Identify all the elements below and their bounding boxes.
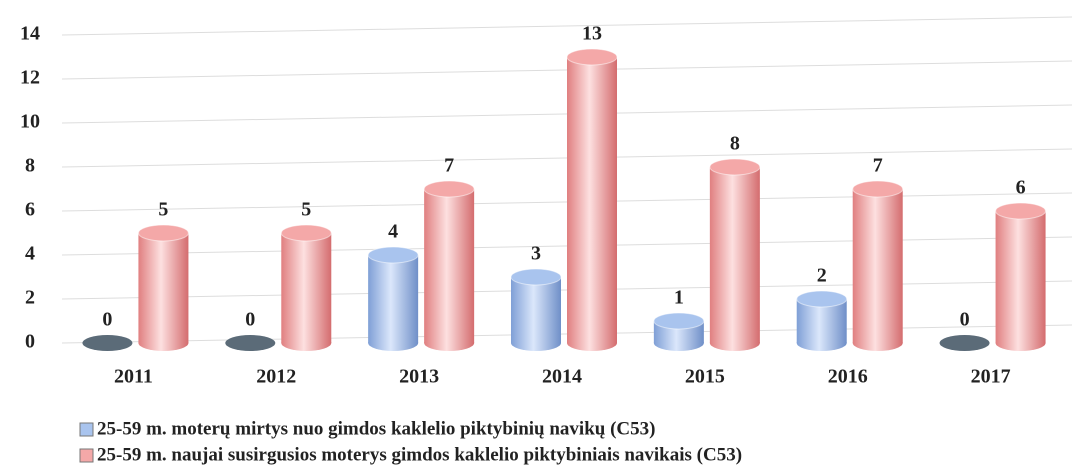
y-tick-label: 2	[25, 287, 35, 309]
bar-body	[368, 255, 419, 343]
y-tick-label: 14	[20, 23, 40, 45]
bar-top	[137, 224, 189, 242]
bar-base	[939, 335, 990, 351]
bar	[225, 335, 276, 351]
x-tick-label: 2013	[399, 366, 439, 388]
bar	[510, 268, 562, 351]
bar	[995, 202, 1047, 351]
bar	[423, 180, 475, 351]
legend-swatch	[79, 422, 94, 437]
legend: 25-59 m. moterų mirtys nuo gimdos kaklel…	[79, 418, 742, 465]
grid-line	[61, 16, 1073, 36]
y-tick-label: 0	[25, 331, 35, 353]
bar-top	[796, 290, 848, 308]
bar-body	[424, 189, 475, 343]
bar-top	[423, 180, 475, 198]
legend-label: 25-59 m. naujai susirgusios moterys gimd…	[97, 444, 742, 465]
data-label: 3	[531, 243, 541, 265]
bar-top	[995, 202, 1047, 220]
legend-label: 25-59 m. moterų mirtys nuo gimdos kaklel…	[97, 418, 655, 439]
bar	[939, 335, 990, 351]
data-label: 2	[817, 265, 827, 287]
bar	[137, 224, 189, 351]
bar-body	[995, 211, 1046, 343]
data-label: 0	[960, 309, 970, 331]
bar	[566, 48, 618, 351]
bar-top	[280, 224, 332, 242]
x-tick-label: 2015	[685, 366, 725, 388]
bar-top	[653, 312, 705, 330]
x-tick-label: 2017	[971, 366, 1011, 388]
data-label: 0	[245, 309, 255, 331]
bar	[653, 312, 705, 351]
y-tick-label: 10	[20, 111, 40, 133]
bar-top	[566, 48, 618, 66]
bar-base	[225, 335, 276, 351]
data-label: 6	[1016, 177, 1026, 199]
bar	[82, 335, 133, 351]
bar	[709, 158, 761, 351]
x-tick-label: 2012	[256, 366, 296, 388]
bar-top	[852, 180, 904, 198]
y-tick-label: 6	[25, 199, 35, 221]
bar-top	[510, 268, 562, 286]
data-label: 7	[444, 155, 454, 177]
x-tick-label: 2011	[114, 366, 153, 388]
bar	[280, 224, 332, 351]
bar	[796, 290, 848, 351]
data-label: 4	[388, 221, 398, 243]
x-tick-label: 2014	[542, 366, 582, 388]
data-label: 8	[730, 133, 740, 155]
bar-body	[138, 233, 189, 343]
y-tick-label: 12	[20, 67, 40, 89]
data-label: 5	[158, 199, 168, 221]
bar-body	[852, 189, 903, 343]
data-label: 5	[301, 199, 311, 221]
legend-swatch	[79, 448, 94, 463]
data-label: 13	[582, 23, 602, 45]
y-tick-label: 8	[25, 155, 35, 177]
bar-base	[82, 335, 133, 351]
data-label: 0	[102, 309, 112, 331]
bar-top	[367, 246, 419, 264]
bar-body	[281, 233, 332, 343]
bar-body	[511, 277, 561, 343]
bar-top	[709, 158, 761, 176]
y-tick-label: 4	[25, 243, 35, 265]
data-label: 7	[873, 155, 883, 177]
bar	[367, 246, 419, 351]
data-label: 1	[674, 287, 684, 309]
bar-body	[567, 57, 617, 343]
bar	[852, 180, 904, 351]
x-tick-label: 2016	[828, 366, 868, 388]
bar-body	[709, 167, 760, 343]
